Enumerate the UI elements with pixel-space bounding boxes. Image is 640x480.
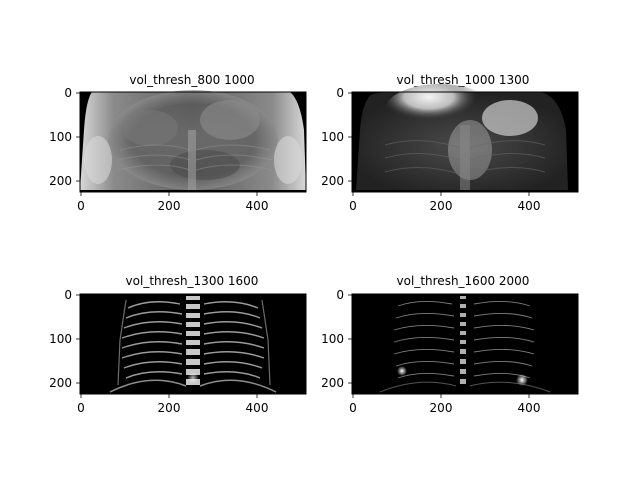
panel-4: vol_thresh_1600 2000 — [321, 274, 579, 415]
panel-1-ytick-1: 100 — [49, 130, 72, 144]
panel-3-x-axis: 0 200 400 — [77, 394, 268, 415]
panel-4-xtick-2: 400 — [518, 401, 541, 415]
panel-1-x-axis: 0 200 400 — [77, 192, 268, 213]
panel-2-x-axis: 0 200 400 — [349, 192, 540, 213]
panel-3-xtick-2: 400 — [246, 401, 269, 415]
panel-4-image — [352, 294, 578, 394]
panel-1-ytick-0: 0 — [64, 86, 72, 100]
panel-2-y-axis: 0 100 200 — [321, 86, 352, 188]
panel-2: vol_thresh_1000 1300 0 — [321, 73, 579, 213]
panel-4-xtick-1: 200 — [430, 401, 453, 415]
panel-2-xtick-2: 400 — [518, 199, 541, 213]
panel-1-ytick-2: 200 — [49, 174, 72, 188]
panel-4-ytick-1: 100 — [321, 332, 344, 346]
panel-1-xtick-2: 400 — [246, 199, 269, 213]
panel-4-ytick-2: 200 — [321, 376, 344, 390]
panel-3-frame — [79, 293, 307, 395]
panel-3-ytick-0: 0 — [64, 288, 72, 302]
panel-2-xtick-1: 200 — [430, 199, 453, 213]
panel-4-xtick-0: 0 — [349, 401, 357, 415]
panel-4-x-axis: 0 200 400 — [349, 394, 540, 415]
panel-1-frame — [79, 91, 307, 193]
panel-3-image — [80, 294, 306, 394]
panel-3: vol_thresh_1300 1600 — [49, 274, 307, 415]
panel-2-ytick-2: 200 — [321, 174, 344, 188]
panel-2-title: vol_thresh_1000 1300 — [397, 73, 530, 87]
panel-4-y-axis: 0 100 200 — [321, 288, 352, 390]
panel-1: vol_thresh_800 1000 — [49, 73, 307, 213]
panel-4-ytick-0: 0 — [336, 288, 344, 302]
panel-2-ytick-1: 100 — [321, 130, 344, 144]
panel-2-ytick-0: 0 — [336, 86, 344, 100]
panel-2-xtick-0: 0 — [349, 199, 357, 213]
panel-4-frame — [351, 293, 579, 395]
panel-3-ytick-2: 200 — [49, 376, 72, 390]
panel-3-xtick-1: 200 — [158, 401, 181, 415]
panel-1-xtick-1: 200 — [158, 199, 181, 213]
panel-3-title: vol_thresh_1300 1600 — [126, 274, 259, 288]
panel-2-image — [352, 84, 578, 192]
panel-4-title: vol_thresh_1600 2000 — [397, 274, 530, 288]
panel-3-ytick-1: 100 — [49, 332, 72, 346]
panel-1-y-axis: 0 100 200 — [49, 86, 80, 188]
panel-3-xtick-0: 0 — [77, 401, 85, 415]
panel-1-image — [80, 90, 306, 192]
panel-3-y-axis: 0 100 200 — [49, 288, 80, 390]
panel-2-frame — [351, 91, 579, 193]
panel-1-title: vol_thresh_800 1000 — [129, 73, 254, 87]
panel-1-xtick-0: 0 — [77, 199, 85, 213]
